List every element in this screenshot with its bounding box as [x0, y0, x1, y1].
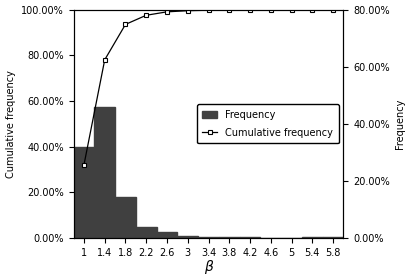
Bar	[157, 232, 178, 238]
Bar	[323, 237, 344, 238]
Bar	[302, 237, 323, 238]
Bar	[198, 237, 219, 238]
Legend: Frequency, Cumulative frequency: Frequency, Cumulative frequency	[196, 104, 339, 143]
Bar	[115, 197, 136, 238]
Bar	[240, 237, 261, 238]
Bar	[136, 227, 157, 238]
Y-axis label: Frequency: Frequency	[395, 99, 405, 149]
Bar	[219, 237, 240, 238]
Bar	[95, 107, 115, 238]
X-axis label: β: β	[204, 260, 213, 274]
Bar	[74, 147, 95, 238]
Y-axis label: Cumulative frequency: Cumulative frequency	[6, 70, 16, 178]
Bar	[178, 236, 198, 238]
